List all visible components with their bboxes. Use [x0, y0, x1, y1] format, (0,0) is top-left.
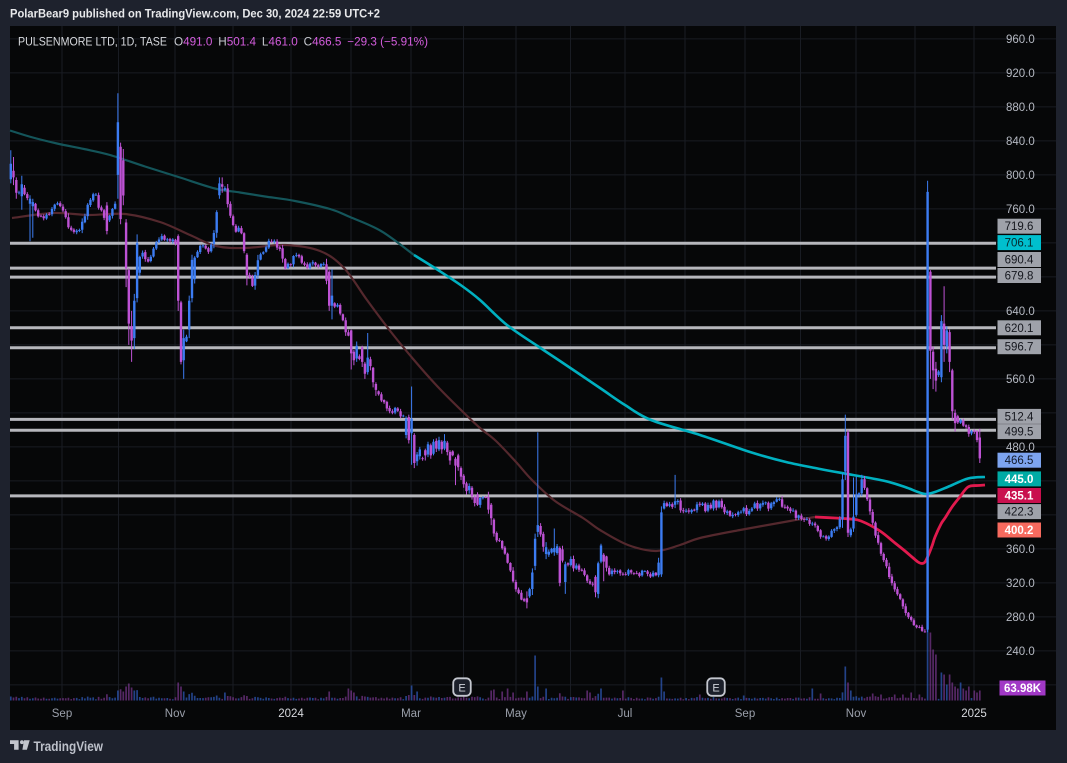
- svg-text:596.7: 596.7: [1005, 342, 1034, 354]
- svg-text:960.0: 960.0: [1006, 34, 1035, 46]
- svg-text:Nov: Nov: [165, 708, 186, 720]
- svg-text:E: E: [458, 683, 465, 695]
- svg-text:TradingView: TradingView: [34, 739, 104, 754]
- svg-text:920.0: 920.0: [1006, 68, 1035, 80]
- svg-text:280.0: 280.0: [1006, 612, 1035, 624]
- svg-text:E: E: [712, 683, 719, 695]
- svg-text:400.2: 400.2: [1005, 525, 1034, 537]
- svg-text:445.0: 445.0: [1005, 474, 1034, 486]
- svg-text:719.6: 719.6: [1005, 221, 1034, 233]
- svg-text:2024: 2024: [278, 708, 304, 720]
- svg-text:PolarBear9 published on Tradin: PolarBear9 published on TradingView.com,…: [10, 7, 380, 21]
- svg-text:422.3: 422.3: [1005, 507, 1034, 519]
- svg-text:880.0: 880.0: [1006, 102, 1035, 114]
- svg-text:499.5: 499.5: [1005, 427, 1034, 439]
- svg-text:512.4: 512.4: [1005, 411, 1034, 423]
- svg-text:480.0: 480.0: [1006, 442, 1035, 454]
- svg-text:63.98K: 63.98K: [1004, 683, 1042, 695]
- svg-text:May: May: [505, 708, 527, 720]
- svg-text:435.1: 435.1: [1005, 491, 1034, 503]
- svg-text:679.8: 679.8: [1005, 271, 1034, 283]
- svg-text:760.0: 760.0: [1006, 204, 1035, 216]
- svg-text:706.1: 706.1: [1005, 238, 1034, 250]
- svg-text:840.0: 840.0: [1006, 136, 1035, 148]
- svg-text:2025: 2025: [961, 708, 987, 720]
- svg-text:320.0: 320.0: [1006, 578, 1035, 590]
- svg-text:690.4: 690.4: [1005, 255, 1034, 267]
- svg-text:O491.0 H501.4 L461.0 C466.5 −2: O491.0 H501.4 L461.0 C466.5 −29.3 (−5.91…: [174, 37, 428, 49]
- svg-text:240.0: 240.0: [1006, 646, 1035, 658]
- svg-text:466.5: 466.5: [1005, 455, 1034, 467]
- svg-text:360.0: 360.0: [1006, 544, 1035, 556]
- svg-text:Sep: Sep: [52, 708, 72, 720]
- svg-text:Jul: Jul: [618, 708, 633, 720]
- svg-text:Nov: Nov: [846, 708, 867, 720]
- svg-text:800.0: 800.0: [1006, 170, 1035, 182]
- svg-text:Sep: Sep: [735, 708, 755, 720]
- svg-text:560.0: 560.0: [1006, 374, 1035, 386]
- svg-text:640.0: 640.0: [1006, 306, 1035, 318]
- svg-text:620.1: 620.1: [1005, 323, 1034, 335]
- svg-text:PULSENMORE LTD, 1D, TASE: PULSENMORE LTD, 1D, TASE: [18, 37, 167, 49]
- svg-text:Mar: Mar: [401, 708, 421, 720]
